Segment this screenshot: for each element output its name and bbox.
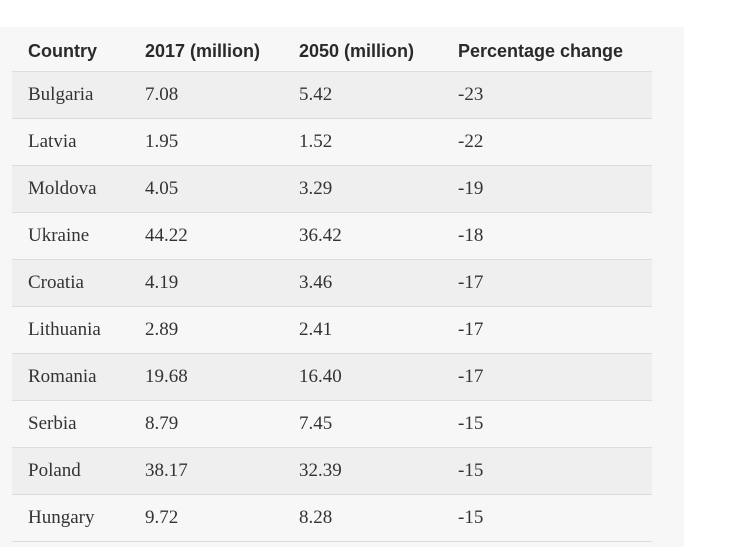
- country-cell: Romania: [28, 366, 97, 387]
- table-row: Serbia 8.79 7.45 -15: [12, 401, 652, 448]
- percentage-change-cell: -17: [458, 319, 484, 340]
- table-row: Lithuania 2.89 2.41 -17: [12, 307, 652, 354]
- country-cell: Serbia: [28, 413, 77, 434]
- header-country: Country: [28, 40, 97, 61]
- percentage-change-cell: -15: [458, 507, 484, 528]
- header-percentage-change: Percentage change: [458, 40, 624, 61]
- population-2017-cell: 44.22: [145, 225, 188, 246]
- population-2050-cell: 8.28: [299, 507, 333, 528]
- population-2017-cell: 19.68: [145, 366, 188, 387]
- percentage-change-cell: -15: [458, 413, 484, 434]
- country-cell: Croatia: [28, 272, 84, 293]
- country-cell: Moldova: [28, 178, 97, 199]
- population-2017-cell: 2.89: [145, 319, 179, 340]
- population-2017-cell: 7.08: [145, 84, 179, 105]
- country-cell: Poland: [28, 460, 81, 481]
- table-row: Moldova 4.05 3.29 -19: [12, 166, 652, 213]
- population-2050-cell: 2.41: [299, 319, 333, 340]
- population-2050-cell: 1.52: [299, 131, 333, 152]
- population-2017-cell: 8.79: [145, 413, 179, 434]
- country-cell: Hungary: [28, 507, 95, 528]
- table-row: Poland 38.17 32.39 -15: [12, 448, 652, 495]
- percentage-change-cell: -15: [458, 460, 484, 481]
- table-row: Ukraine 44.22 36.42 -18: [12, 213, 652, 260]
- table-row: Croatia 4.19 3.46 -17: [12, 260, 652, 307]
- population-2050-cell: 16.40: [299, 366, 342, 387]
- country-cell: Latvia: [28, 131, 77, 152]
- population-2050-cell: 36.42: [299, 225, 342, 246]
- population-2017-cell: 4.05: [145, 178, 179, 199]
- table-row: Hungary 9.72 8.28 -15: [12, 495, 652, 542]
- percentage-change-cell: -17: [458, 366, 484, 387]
- table-header-row: Country 2017 (million) 2050 (million) Pe…: [12, 27, 652, 72]
- population-2017-cell: 38.17: [145, 460, 188, 481]
- table-row: Latvia 1.95 1.52 -22: [12, 119, 652, 166]
- percentage-change-cell: -18: [458, 225, 484, 246]
- population-2017-cell: 4.19: [145, 272, 179, 293]
- population-2050-cell: 3.46: [299, 272, 333, 293]
- country-cell: Lithuania: [28, 319, 101, 340]
- country-cell: Bulgaria: [28, 84, 94, 105]
- population-table-panel: Country 2017 (million) 2050 (million) Pe…: [0, 27, 684, 547]
- population-2050-cell: 3.29: [299, 178, 333, 199]
- population-2050-cell: 32.39: [299, 460, 342, 481]
- percentage-change-cell: -19: [458, 178, 484, 199]
- population-table: Country 2017 (million) 2050 (million) Pe…: [12, 27, 652, 542]
- header-2017: 2017 (million): [145, 40, 261, 61]
- percentage-change-cell: -17: [458, 272, 484, 293]
- population-2050-cell: 5.42: [299, 84, 333, 105]
- percentage-change-cell: -22: [458, 131, 484, 152]
- population-2017-cell: 9.72: [145, 507, 179, 528]
- population-2050-cell: 7.45: [299, 413, 333, 434]
- population-2017-cell: 1.95: [145, 131, 179, 152]
- table-row: Romania 19.68 16.40 -17: [12, 354, 652, 401]
- country-cell: Ukraine: [28, 225, 90, 246]
- percentage-change-cell: -23: [458, 84, 484, 105]
- table-row: Bulgaria 7.08 5.42 -23: [12, 72, 652, 119]
- header-2050: 2050 (million): [299, 40, 415, 61]
